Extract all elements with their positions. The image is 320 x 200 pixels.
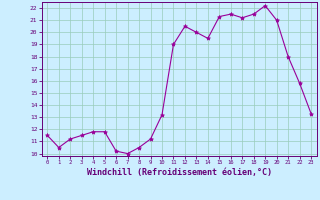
X-axis label: Windchill (Refroidissement éolien,°C): Windchill (Refroidissement éolien,°C) <box>87 168 272 177</box>
